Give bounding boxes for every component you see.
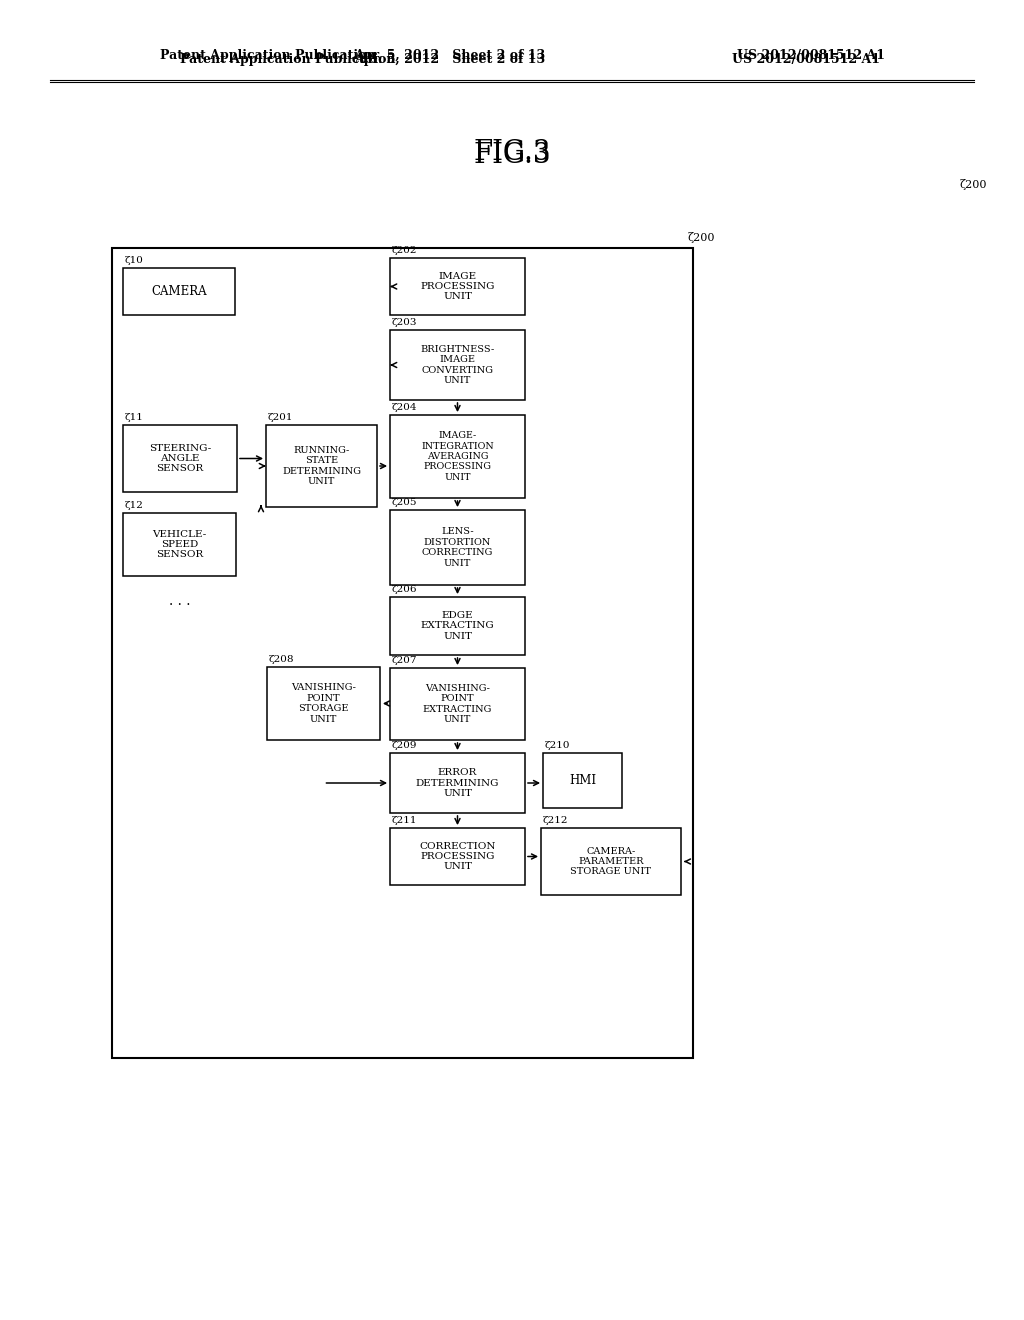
Bar — [123, 268, 234, 315]
Text: VEHICLE-
SPEED
SENSOR: VEHICLE- SPEED SENSOR — [153, 529, 207, 560]
Text: ζ212: ζ212 — [543, 816, 568, 825]
Text: ζ211: ζ211 — [392, 816, 418, 825]
Text: BRIGHTNESS-
IMAGE
CONVERTING
UNIT: BRIGHTNESS- IMAGE CONVERTING UNIT — [421, 345, 495, 385]
Text: ζ12: ζ12 — [125, 502, 144, 510]
Text: CORRECTION
PROCESSING
UNIT: CORRECTION PROCESSING UNIT — [419, 842, 496, 871]
Bar — [543, 752, 622, 808]
Text: ζ10: ζ10 — [125, 256, 144, 265]
Text: ζ206: ζ206 — [392, 585, 418, 594]
Bar — [123, 425, 237, 492]
Text: FIG.3: FIG.3 — [473, 139, 551, 165]
Text: Apr. 5, 2012   Sheet 2 of 13: Apr. 5, 2012 Sheet 2 of 13 — [354, 49, 546, 62]
Text: Patent Application Publication: Patent Application Publication — [180, 54, 395, 66]
Text: ζ210: ζ210 — [545, 741, 570, 750]
Text: Patent Application Publication: Patent Application Publication — [160, 49, 376, 62]
Bar — [390, 668, 525, 741]
Text: HMI: HMI — [569, 774, 596, 787]
Text: ζ204: ζ204 — [392, 403, 418, 412]
Bar — [390, 828, 525, 884]
Text: STEERING-
ANGLE
SENSOR: STEERING- ANGLE SENSOR — [148, 444, 211, 474]
Bar — [390, 597, 525, 655]
Text: ζ208: ζ208 — [269, 655, 295, 664]
Text: VANISHING-
POINT
STORAGE
UNIT: VANISHING- POINT STORAGE UNIT — [291, 684, 356, 723]
Text: ζ205: ζ205 — [392, 498, 418, 507]
Text: EDGE
EXTRACTING
UNIT: EDGE EXTRACTING UNIT — [421, 611, 495, 642]
Bar — [390, 257, 525, 315]
Text: ERROR
DETERMINING
UNIT: ERROR DETERMINING UNIT — [416, 768, 500, 797]
Text: US 2012/0081512 A1: US 2012/0081512 A1 — [737, 49, 885, 62]
Text: ζ200: ζ200 — [961, 180, 987, 190]
Text: IMAGE-
INTEGRATION
AVERAGING
PROCESSING
UNIT: IMAGE- INTEGRATION AVERAGING PROCESSING … — [421, 432, 494, 482]
Text: VANISHING-
POINT
EXTRACTING
UNIT: VANISHING- POINT EXTRACTING UNIT — [423, 684, 493, 725]
Text: ζ209: ζ209 — [392, 741, 418, 750]
Bar — [390, 330, 525, 400]
Bar — [123, 513, 236, 576]
Text: Apr. 5, 2012   Sheet 2 of 13: Apr. 5, 2012 Sheet 2 of 13 — [354, 54, 546, 66]
Text: CAMERA-
PARAMETER
STORAGE UNIT: CAMERA- PARAMETER STORAGE UNIT — [570, 846, 651, 876]
Text: CAMERA: CAMERA — [152, 285, 207, 298]
Text: RUNNING-
STATE
DETERMINING
UNIT: RUNNING- STATE DETERMINING UNIT — [282, 446, 361, 486]
Text: ζ201: ζ201 — [268, 413, 294, 422]
Text: FIG.3: FIG.3 — [473, 141, 551, 169]
Bar — [541, 828, 681, 895]
Bar — [267, 667, 380, 741]
Text: . . .: . . . — [169, 594, 190, 609]
Bar — [112, 248, 693, 1059]
Bar — [390, 752, 525, 813]
Text: ζ11: ζ11 — [125, 413, 144, 422]
Text: ζ207: ζ207 — [392, 656, 418, 665]
Text: ζ200: ζ200 — [688, 232, 716, 243]
Text: IMAGE
PROCESSING
UNIT: IMAGE PROCESSING UNIT — [420, 272, 495, 301]
Bar — [390, 510, 525, 585]
Text: US 2012/0081512 A1: US 2012/0081512 A1 — [732, 54, 880, 66]
Text: ζ203: ζ203 — [392, 318, 418, 327]
Bar — [266, 425, 377, 507]
Bar — [390, 414, 525, 498]
Text: LENS-
DISTORTION
CORRECTING
UNIT: LENS- DISTORTION CORRECTING UNIT — [422, 528, 494, 568]
Text: ζ202: ζ202 — [392, 246, 418, 255]
